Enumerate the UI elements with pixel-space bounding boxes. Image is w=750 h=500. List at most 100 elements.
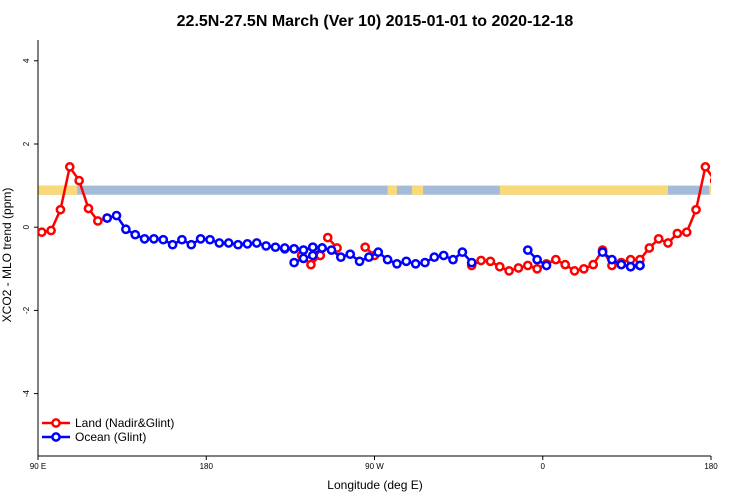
ocean-data-point — [382, 254, 393, 265]
ocean-data-point — [251, 238, 262, 248]
legend-label: Ocean (Glint) — [75, 430, 146, 444]
ocean-data-point — [739, 210, 746, 217]
ocean-data-point — [167, 239, 178, 250]
ocean-data-point — [270, 242, 281, 253]
y-tick-label: 2 — [22, 141, 31, 146]
ocean-data-point — [457, 247, 468, 258]
land-data-point — [700, 162, 711, 172]
ocean-data-point — [205, 234, 215, 245]
land-data-point — [494, 261, 505, 272]
ocean-data-point — [532, 254, 542, 265]
ocean-data-point — [607, 254, 617, 265]
land-segment — [617, 185, 669, 195]
ocean-data-point — [233, 239, 243, 250]
land-data-point — [504, 266, 514, 276]
land-data-point — [663, 238, 673, 248]
ocean-data-point — [214, 238, 225, 248]
ocean-data-point — [317, 243, 328, 253]
land-data-point — [681, 227, 692, 238]
ocean-data-point — [420, 257, 430, 268]
plot-area: 90 E 180 90 W 0 180 -4 -2 0 2 4 Land (Nadir&Glint)… — [22, 40, 750, 471]
ocean-data-point — [139, 233, 150, 244]
ocean-data-point — [121, 224, 131, 235]
legend-marker — [51, 418, 61, 428]
ocean-data-point — [186, 239, 197, 250]
land-data-point — [485, 256, 496, 267]
land-data-point — [38, 227, 47, 238]
ocean-data-point — [616, 259, 627, 270]
land-segment — [38, 185, 78, 195]
ocean-data-point — [289, 257, 299, 268]
ocean-data-point — [195, 233, 206, 244]
ocean-data-point — [298, 245, 309, 255]
ocean-data-point — [158, 234, 169, 245]
ocean-data-point — [354, 256, 365, 267]
ocean-data-point — [429, 252, 440, 263]
land-data-point — [653, 233, 664, 244]
y-axis-label: XCO2 - MLO trend (ppm) — [0, 188, 14, 323]
land-data-point — [522, 260, 533, 271]
land-data-point — [306, 259, 316, 270]
land-data-point — [569, 266, 580, 276]
legend-marker — [51, 432, 61, 442]
ocean-data-point — [635, 260, 645, 271]
land-data-point — [691, 204, 701, 215]
ocean-data-point — [307, 250, 318, 261]
x-tick-label: 180 — [200, 462, 214, 471]
x-tick-label: 180 — [704, 462, 718, 471]
y-tick-label: 4 — [22, 58, 31, 63]
ocean-data-point — [298, 253, 309, 264]
land-segment — [709, 185, 711, 195]
ocean-data-point — [130, 229, 141, 240]
land-data-point — [64, 162, 75, 172]
land-data-point — [672, 228, 683, 239]
ocean-data-point — [392, 258, 402, 269]
ocean-data-point — [336, 252, 346, 263]
x-axis-label: Longitude (deg E) — [327, 478, 422, 492]
y-tick-label: -2 — [22, 306, 31, 314]
ocean-band — [38, 185, 711, 195]
ocean-data-point — [111, 210, 122, 221]
land-data-point — [532, 263, 542, 274]
ocean-data-point — [279, 243, 290, 253]
ocean-data-point — [466, 257, 477, 268]
land-ocean-band — [38, 185, 711, 195]
land-data-point — [360, 242, 371, 253]
land-data-point — [730, 217, 737, 224]
ocean-data-point — [223, 238, 234, 248]
land-data-point — [579, 263, 589, 274]
ocean-data-point — [522, 245, 533, 255]
land-data-point — [560, 259, 571, 270]
land-data-point — [644, 243, 655, 253]
land-data-point — [322, 232, 333, 243]
ocean-series-line — [293, 247, 323, 264]
land-data-point — [588, 259, 599, 270]
land-data-point — [550, 254, 561, 265]
land-data-point — [46, 225, 56, 236]
ocean-data-point — [373, 247, 384, 258]
land-data-point — [709, 177, 711, 184]
ocean-data-point — [401, 256, 412, 267]
x-tick-label: 0 — [541, 462, 546, 471]
ocean-data-point — [345, 249, 356, 260]
ocean-data-point — [261, 241, 271, 251]
ocean-data-point — [410, 258, 421, 269]
x-tick-label: 90 E — [30, 462, 46, 471]
ocean-data-point — [326, 245, 337, 255]
y-tick-label: 0 — [22, 224, 31, 229]
ocean-data-point — [448, 254, 458, 265]
ocean-series-line — [743, 214, 750, 245]
land-segment — [411, 185, 424, 195]
ocean-data-point — [625, 261, 636, 272]
land-segment — [387, 185, 397, 195]
y-tick-label: -4 — [22, 389, 31, 397]
ocean-data-point — [149, 233, 159, 244]
ocean-data-point — [541, 260, 552, 271]
land-data-point — [74, 175, 84, 186]
land-data-point — [739, 214, 746, 221]
legend: Land (Nadir&Glint)Ocean (Glint) — [42, 416, 174, 444]
ocean-data-point — [242, 238, 253, 249]
land-data-point — [55, 204, 66, 215]
ocean-data-point — [307, 242, 318, 253]
